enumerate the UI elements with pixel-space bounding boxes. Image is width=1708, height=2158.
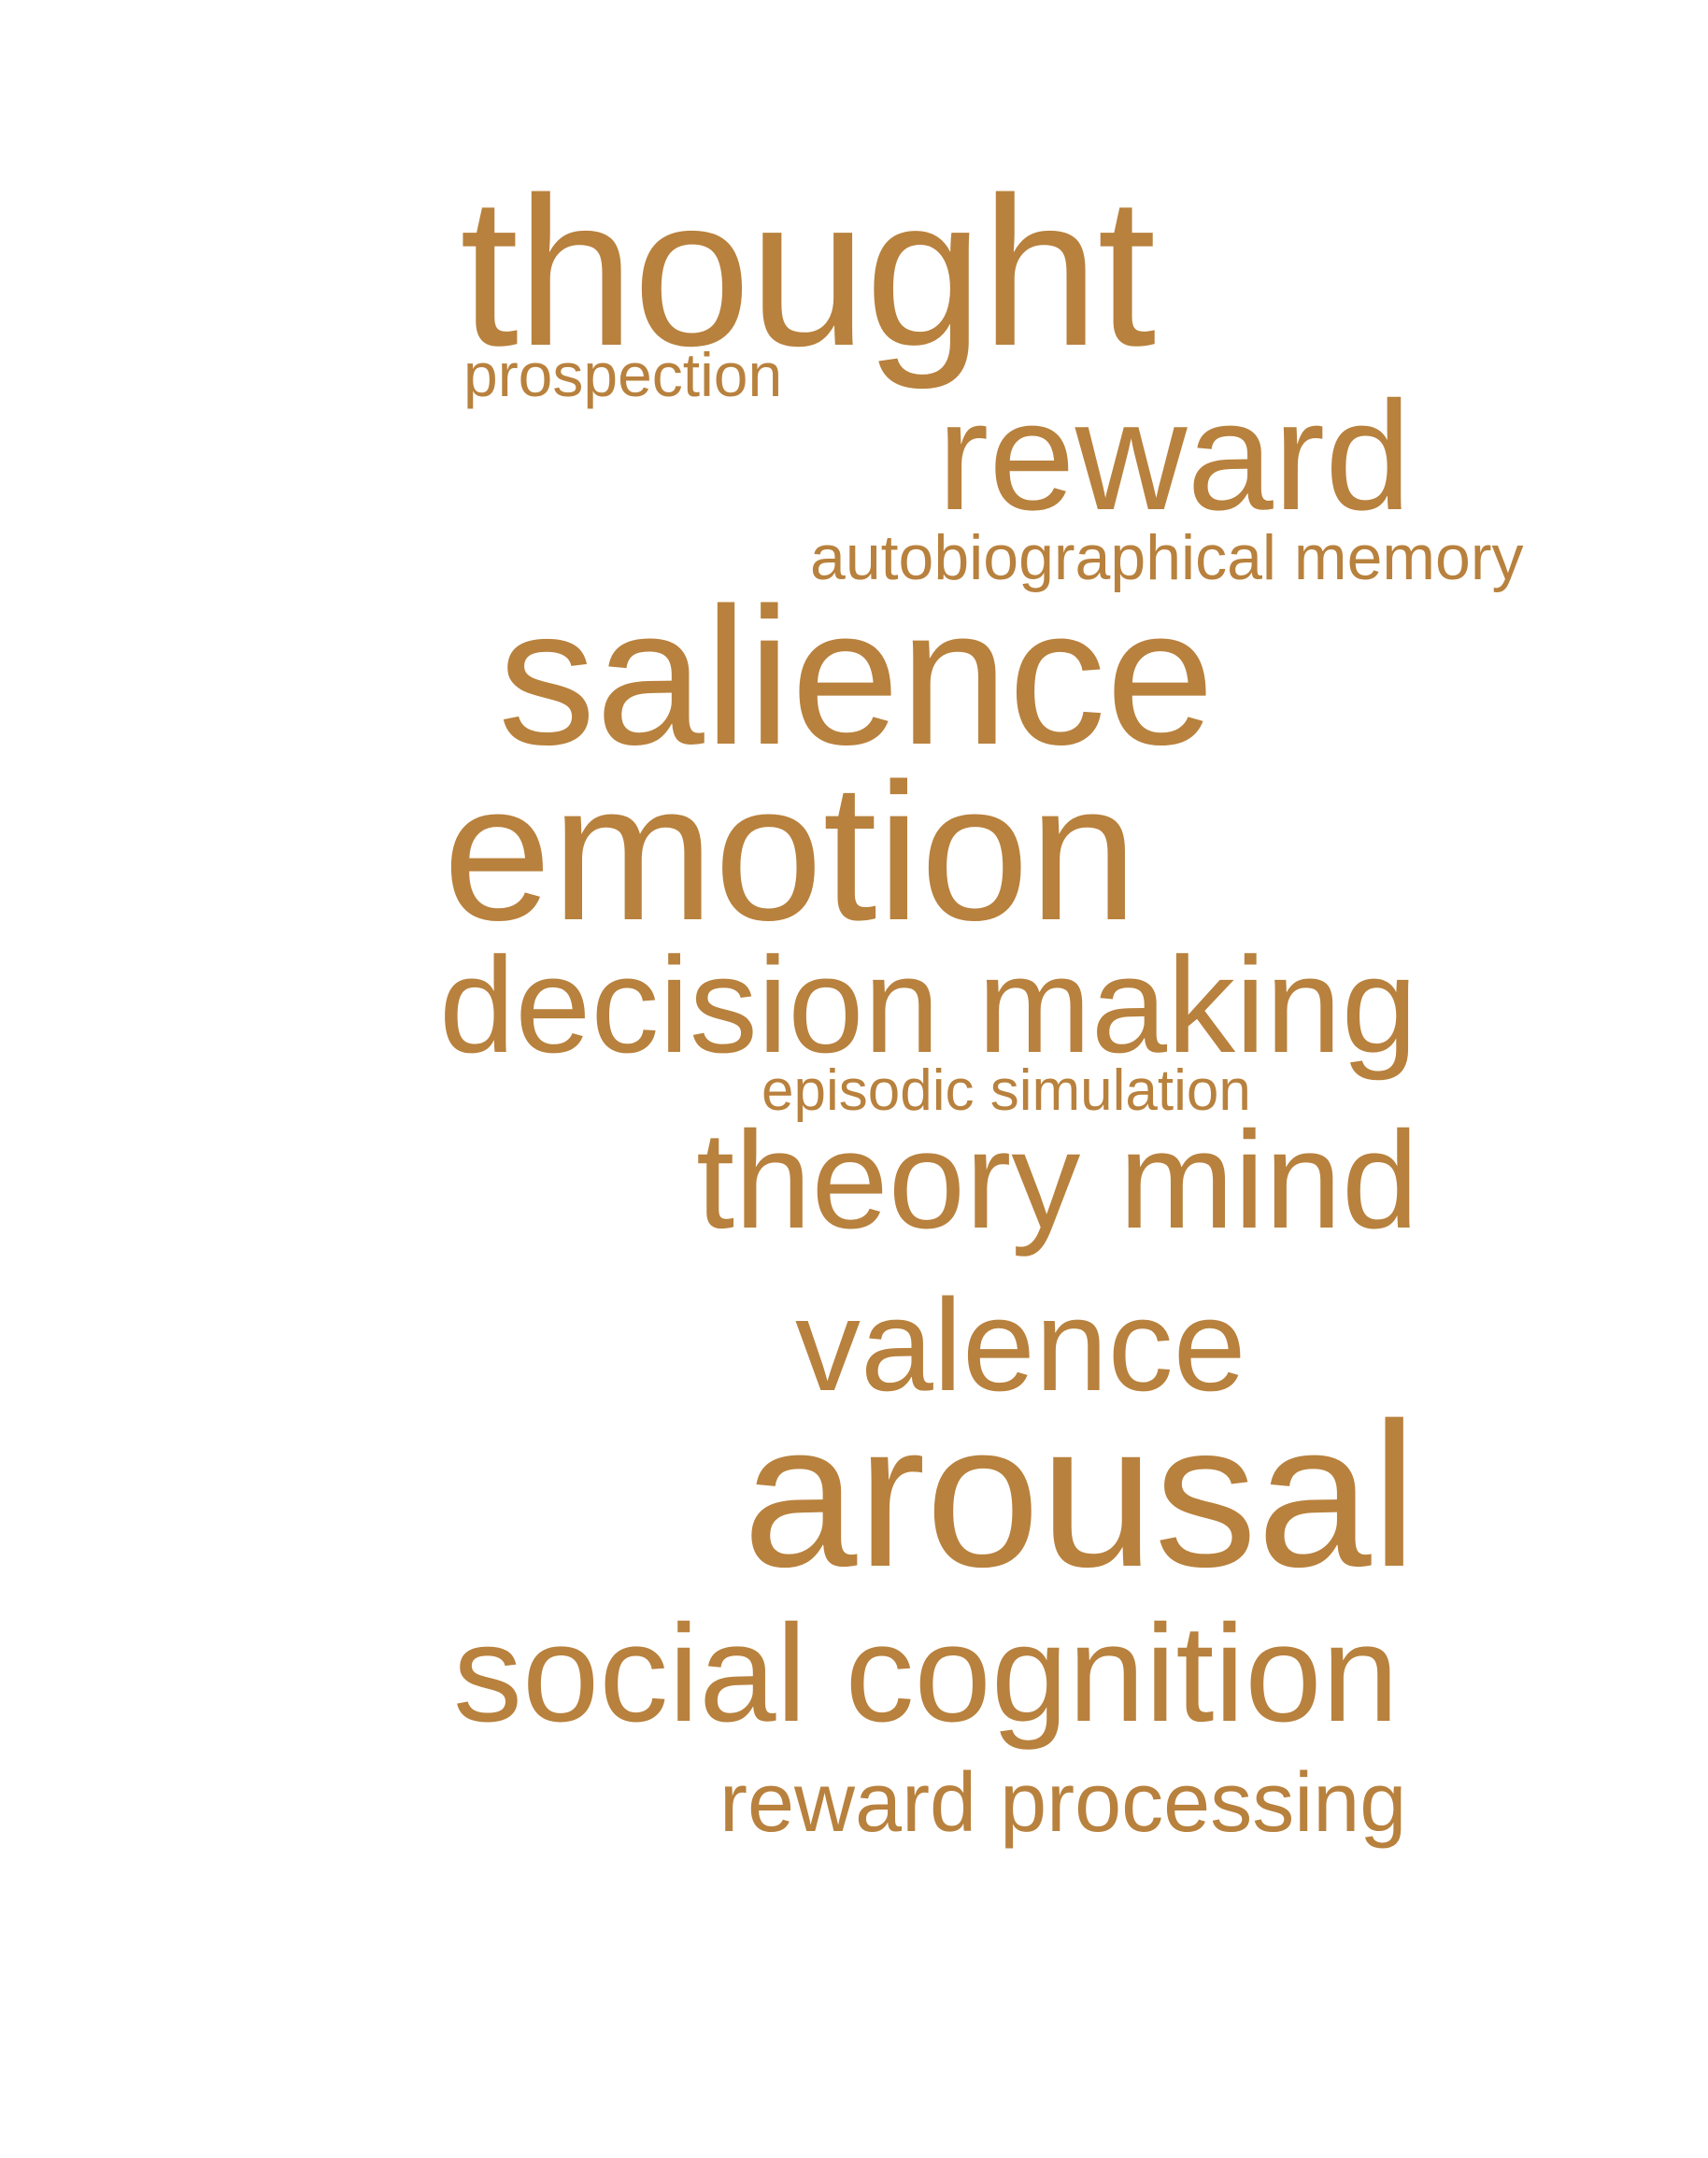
word-reward: reward — [937, 370, 1412, 543]
word-valence: valence — [795, 1271, 1246, 1418]
word-emotion: emotion — [443, 744, 1138, 961]
word-prospection: prospection — [463, 340, 783, 409]
word-theory-mind: theory mind — [696, 1103, 1419, 1257]
word-episodic-simulation: episodic simulation — [761, 1058, 1251, 1123]
word-autobiographical-memory: autobiographical memory — [810, 522, 1524, 593]
word-thought: thought — [460, 154, 1156, 390]
word-reward-processing: reward processing — [719, 1756, 1407, 1850]
word-arousal: arousal — [743, 1380, 1417, 1610]
word-decision-making: decision making — [439, 929, 1417, 1081]
word-salience: salience — [498, 568, 1215, 786]
word-social-cognition: social cognition — [453, 1597, 1399, 1751]
